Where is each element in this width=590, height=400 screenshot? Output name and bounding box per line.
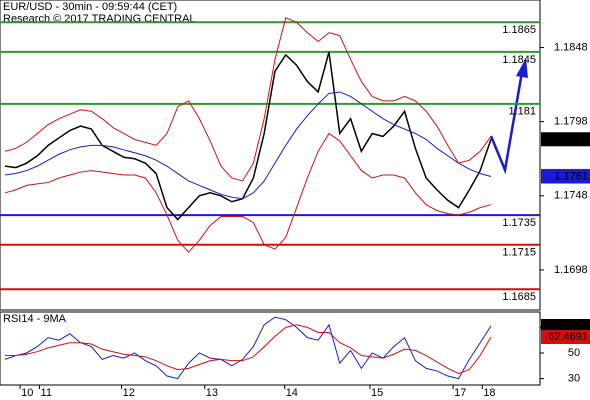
x-tick-label: 10 (21, 387, 33, 399)
x-tick-label: 12 (123, 387, 135, 399)
level-label: 1.181 (508, 106, 536, 118)
level-label: 1.1685 (502, 291, 536, 303)
forecast-arrow-head (516, 58, 528, 78)
value-box-label: 62.4691 (548, 331, 588, 343)
forecast-arrow (489, 71, 524, 175)
y-tick-label: 1.1748 (554, 190, 588, 202)
y-tick-label: 1.1698 (554, 264, 588, 276)
value-box (541, 132, 590, 147)
rsi-tick-label: 30 (568, 373, 580, 385)
y-tick-label: 1.1848 (554, 41, 588, 53)
rsi-tick-label: 50 (568, 347, 580, 359)
y-tick-label: 1.1798 (554, 116, 588, 128)
x-tick-label: 15 (371, 387, 383, 399)
x-tick-label: 14 (286, 387, 298, 399)
rsi-title: RSI14 - 9MA (3, 313, 67, 325)
x-tick-label: 17 (454, 387, 466, 399)
price-panel (0, 0, 541, 311)
value-box (541, 319, 590, 334)
value-box (541, 330, 590, 345)
value-box (541, 169, 590, 184)
level-label: 1.1865 (502, 24, 536, 36)
x-tick-label: 11 (41, 387, 52, 399)
level-label: 1.1845 (502, 54, 536, 66)
rsi-ma-line (4, 324, 492, 375)
lower-line (4, 132, 492, 253)
rsi-panel (0, 311, 541, 386)
value-box-label: 1.1761 (554, 170, 588, 182)
x-tick-label: 18 (483, 387, 495, 399)
upper-line (4, 17, 492, 182)
chart-title: EUR/USD - 30min - 09:59:44 (CET) (3, 1, 177, 13)
value-box-label: 71.0534 (548, 320, 588, 332)
x-tick-label: 13 (206, 387, 218, 399)
ma-line (4, 91, 492, 200)
level-label: 1.1715 (502, 247, 536, 259)
level-label: 1.1735 (502, 217, 536, 229)
value-box-label: 1.17861 (548, 133, 588, 145)
rsi-line (4, 316, 492, 380)
price-line (4, 51, 492, 221)
